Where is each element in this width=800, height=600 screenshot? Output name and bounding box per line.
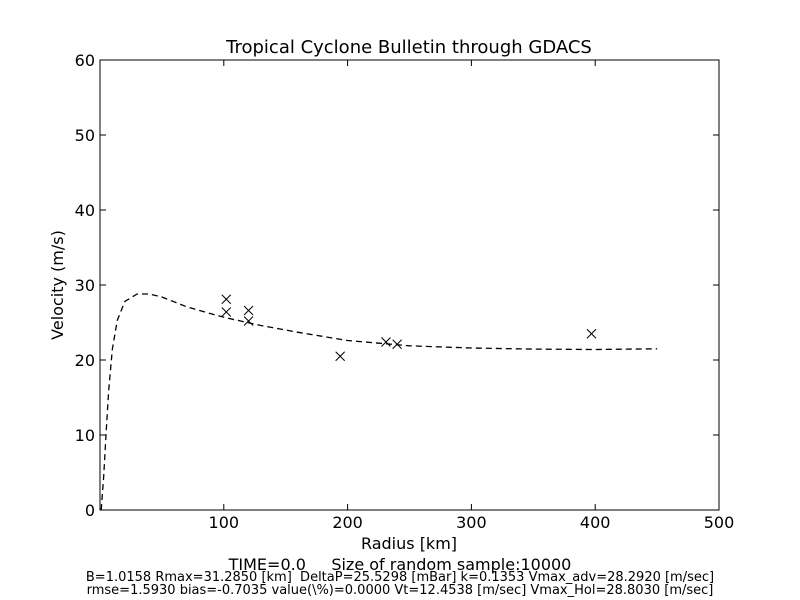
x-tick-label: 300 xyxy=(456,513,487,532)
footer-statistics: rmse=1.5930 bias=-0.7035 value(\%)=0.000… xyxy=(86,583,714,598)
x-tick-label: 400 xyxy=(580,513,611,532)
y-axis-ticks: 0 10 20 30 40 50 60 xyxy=(75,51,719,520)
x-axis-ticks: 100 200 300 400 500 xyxy=(209,60,735,532)
data-point xyxy=(221,307,232,317)
y-tick-label: 0 xyxy=(85,501,95,520)
x-tick-label: 500 xyxy=(704,513,735,532)
y-tick-label: 50 xyxy=(75,126,95,145)
x-tick-label: 200 xyxy=(332,513,363,532)
data-point xyxy=(243,316,254,326)
data-point xyxy=(221,294,232,305)
footer-time-sample: TIME=0.0 Size of random sample:10000 xyxy=(228,555,572,574)
data-point xyxy=(392,339,402,350)
model-curve xyxy=(100,293,658,511)
data-points xyxy=(221,294,597,362)
y-tick-label: 30 xyxy=(75,276,95,295)
data-point xyxy=(586,328,597,339)
y-tick-label: 60 xyxy=(75,51,95,70)
chart-title: Tropical Cyclone Bulletin through GDACS xyxy=(225,37,592,58)
footer-parameters: B=1.0158 Rmax=31.2850 [km] DeltaP=25.529… xyxy=(85,570,715,585)
y-tick-label: 40 xyxy=(75,201,95,220)
x-tick-label: 100 xyxy=(209,513,240,532)
data-point xyxy=(243,305,254,316)
data-point xyxy=(381,337,391,347)
y-tick-label: 10 xyxy=(75,426,95,445)
data-point xyxy=(335,351,346,362)
y-axis-label: Velocity (m/s) xyxy=(48,230,67,340)
x-axis-label: Radius [km] xyxy=(361,534,457,553)
y-tick-label: 20 xyxy=(75,351,95,370)
plot-frame xyxy=(99,59,720,511)
